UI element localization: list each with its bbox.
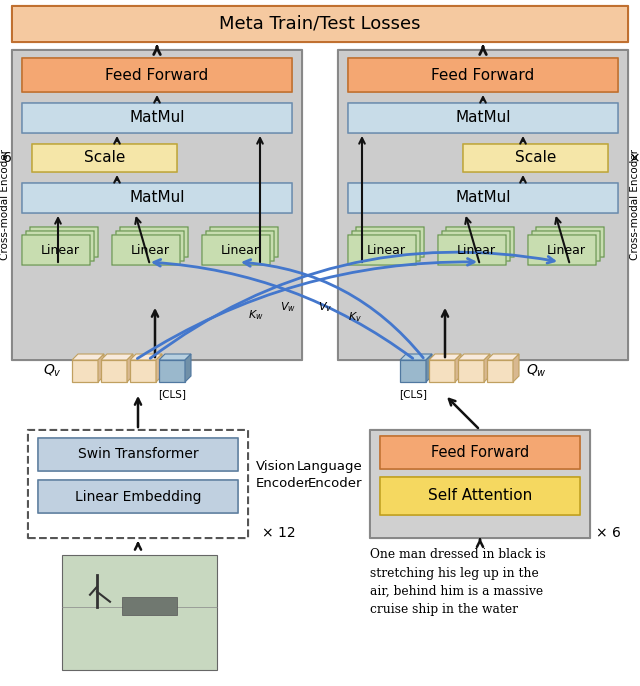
Polygon shape: [458, 354, 490, 360]
Text: MatMul: MatMul: [455, 110, 511, 126]
Text: Scale: Scale: [515, 150, 556, 165]
Polygon shape: [455, 354, 461, 382]
FancyBboxPatch shape: [438, 235, 506, 265]
FancyBboxPatch shape: [370, 430, 590, 538]
FancyBboxPatch shape: [352, 231, 420, 261]
Text: Swin Transformer: Swin Transformer: [77, 447, 198, 462]
Polygon shape: [101, 354, 133, 360]
Text: $K_v$: $K_v$: [348, 310, 362, 324]
FancyBboxPatch shape: [22, 235, 90, 265]
FancyBboxPatch shape: [380, 436, 580, 469]
FancyBboxPatch shape: [463, 144, 608, 172]
Text: One man dressed in black is
stretching his leg up in the
air, behind him is a ma: One man dressed in black is stretching h…: [370, 548, 546, 617]
Text: Vision
Encoder: Vision Encoder: [256, 460, 310, 490]
Text: Feed Forward: Feed Forward: [431, 67, 534, 82]
FancyBboxPatch shape: [38, 480, 238, 513]
Text: $V_v$: $V_v$: [318, 300, 332, 314]
Text: $Q_v$: $Q_v$: [43, 363, 62, 379]
Text: Scale: Scale: [84, 150, 125, 165]
FancyBboxPatch shape: [26, 231, 94, 261]
FancyBboxPatch shape: [429, 360, 455, 382]
Text: [CLS]: [CLS]: [399, 389, 427, 399]
FancyBboxPatch shape: [122, 597, 177, 615]
FancyBboxPatch shape: [210, 227, 278, 257]
FancyBboxPatch shape: [458, 360, 484, 382]
FancyBboxPatch shape: [528, 235, 596, 265]
Text: [CLS]: [CLS]: [158, 389, 186, 399]
FancyBboxPatch shape: [536, 227, 604, 257]
FancyBboxPatch shape: [348, 58, 618, 92]
Polygon shape: [484, 354, 490, 382]
Text: MatMul: MatMul: [455, 191, 511, 206]
FancyBboxPatch shape: [32, 144, 177, 172]
FancyBboxPatch shape: [12, 50, 302, 360]
FancyBboxPatch shape: [22, 183, 292, 213]
Polygon shape: [400, 354, 432, 360]
Text: × 12: × 12: [262, 526, 296, 540]
FancyBboxPatch shape: [380, 477, 580, 515]
Polygon shape: [156, 354, 162, 382]
Text: MatMul: MatMul: [129, 191, 185, 206]
FancyBboxPatch shape: [356, 227, 424, 257]
Text: Cross-modal Encoder: Cross-modal Encoder: [630, 150, 640, 261]
Text: Linear: Linear: [456, 244, 495, 257]
FancyBboxPatch shape: [206, 231, 274, 261]
FancyBboxPatch shape: [101, 360, 127, 382]
Polygon shape: [98, 354, 104, 382]
FancyBboxPatch shape: [532, 231, 600, 261]
Text: Self Attention: Self Attention: [428, 488, 532, 504]
Text: MatMul: MatMul: [129, 110, 185, 126]
FancyBboxPatch shape: [12, 6, 628, 42]
Polygon shape: [429, 354, 461, 360]
FancyBboxPatch shape: [487, 360, 513, 382]
Polygon shape: [72, 354, 104, 360]
FancyBboxPatch shape: [202, 235, 270, 265]
FancyBboxPatch shape: [446, 227, 514, 257]
FancyBboxPatch shape: [22, 103, 292, 133]
FancyBboxPatch shape: [22, 58, 292, 92]
FancyBboxPatch shape: [28, 430, 248, 538]
Text: Linear Embedding: Linear Embedding: [75, 490, 201, 504]
FancyBboxPatch shape: [112, 235, 180, 265]
Polygon shape: [487, 354, 519, 360]
Text: Linear: Linear: [367, 244, 406, 257]
Text: × 6: × 6: [596, 526, 621, 540]
Text: Cross-modal Encoder: Cross-modal Encoder: [0, 150, 10, 261]
Text: × 6: × 6: [0, 152, 12, 165]
Polygon shape: [159, 354, 191, 360]
FancyBboxPatch shape: [348, 235, 416, 265]
FancyBboxPatch shape: [30, 227, 98, 257]
FancyBboxPatch shape: [338, 50, 628, 360]
Text: Linear: Linear: [40, 244, 79, 257]
Text: Feed Forward: Feed Forward: [431, 445, 529, 460]
Text: $Q_w$: $Q_w$: [526, 363, 547, 379]
Text: Meta Train/Test Losses: Meta Train/Test Losses: [220, 15, 420, 33]
FancyBboxPatch shape: [116, 231, 184, 261]
Text: × 6: × 6: [628, 152, 640, 165]
Text: Linear: Linear: [131, 244, 170, 257]
FancyBboxPatch shape: [130, 360, 156, 382]
FancyBboxPatch shape: [348, 103, 618, 133]
Text: $K_w$: $K_w$: [248, 308, 264, 322]
FancyBboxPatch shape: [72, 360, 98, 382]
FancyBboxPatch shape: [159, 360, 185, 382]
Text: Linear: Linear: [221, 244, 259, 257]
FancyBboxPatch shape: [348, 183, 618, 213]
FancyBboxPatch shape: [38, 438, 238, 471]
Polygon shape: [127, 354, 133, 382]
Text: Linear: Linear: [547, 244, 586, 257]
Text: Feed Forward: Feed Forward: [106, 67, 209, 82]
Polygon shape: [185, 354, 191, 382]
Text: $V_w$: $V_w$: [280, 300, 296, 314]
FancyBboxPatch shape: [400, 360, 426, 382]
FancyBboxPatch shape: [442, 231, 510, 261]
FancyBboxPatch shape: [120, 227, 188, 257]
Polygon shape: [426, 354, 432, 382]
Polygon shape: [130, 354, 162, 360]
Text: Language
Encoder: Language Encoder: [296, 460, 362, 490]
Polygon shape: [513, 354, 519, 382]
FancyBboxPatch shape: [62, 555, 217, 670]
